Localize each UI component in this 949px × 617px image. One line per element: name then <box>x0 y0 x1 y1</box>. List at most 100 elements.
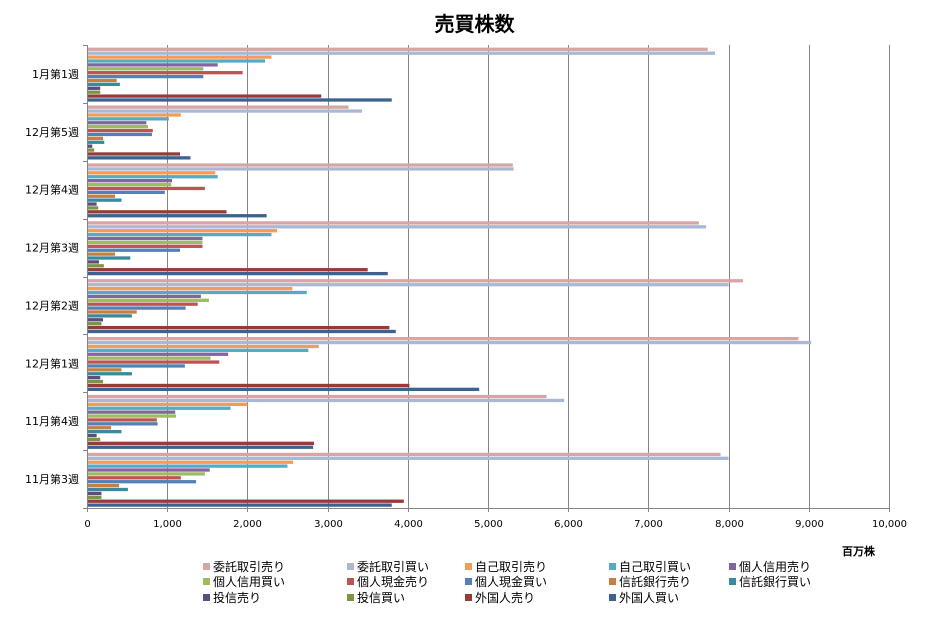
bar <box>87 286 293 291</box>
bar <box>87 236 203 241</box>
bar <box>87 414 177 418</box>
x-axis-unit-label: 百万株 <box>842 545 875 558</box>
bar <box>87 472 205 476</box>
category-label: 11月第4週 <box>25 414 79 428</box>
bar <box>87 47 708 51</box>
legend-label: 自己取引売り <box>475 560 548 574</box>
bar <box>87 368 122 372</box>
bar <box>87 71 243 75</box>
legend-item: 個人信用買い <box>203 573 285 590</box>
bar <box>87 190 165 194</box>
bar <box>87 59 266 63</box>
bar <box>87 340 812 345</box>
bar <box>87 225 707 229</box>
bar <box>87 210 227 214</box>
bar <box>87 460 294 464</box>
bar <box>87 329 396 334</box>
legend-item: 自己取引売り <box>465 558 547 575</box>
bar <box>87 283 729 287</box>
legend-swatch <box>347 594 354 601</box>
x-tick-label: 0 <box>84 519 90 530</box>
bar <box>87 398 565 403</box>
bar <box>87 132 152 137</box>
bar <box>87 402 248 406</box>
bar <box>87 252 116 256</box>
x-tick-label: 1,000 <box>153 519 182 530</box>
bar <box>87 310 137 314</box>
bar <box>87 109 363 113</box>
legend-swatch <box>347 578 354 585</box>
legend-swatch <box>203 594 210 601</box>
bar <box>87 483 120 488</box>
legend-label: 外国人買い <box>619 591 680 605</box>
legend-label: 外国人売り <box>475 591 536 605</box>
bar <box>87 429 122 434</box>
bar <box>87 322 102 326</box>
bar <box>87 98 392 102</box>
bar <box>87 372 132 376</box>
category-label: 12月第2週 <box>25 298 79 312</box>
legend-label: 信託銀行売り <box>619 575 692 589</box>
bar <box>87 232 272 237</box>
bar <box>87 264 104 268</box>
bar <box>87 418 157 422</box>
bar <box>87 144 93 148</box>
bar <box>87 279 744 283</box>
bar <box>87 229 278 233</box>
x-tick-label: 9,000 <box>795 519 824 530</box>
bar <box>87 186 205 191</box>
legend-item: 自己取引買い <box>609 558 691 575</box>
x-tick-label: 6,000 <box>554 519 583 530</box>
bar <box>87 156 191 160</box>
bar <box>87 476 181 480</box>
bar <box>87 182 172 187</box>
legend-swatch <box>729 563 736 570</box>
bar <box>87 244 203 248</box>
legend-item: 外国人買い <box>609 589 679 606</box>
legend-swatch <box>203 563 210 570</box>
x-tick-label: 8,000 <box>715 519 744 530</box>
category-label: 11月第3週 <box>25 472 79 486</box>
bar <box>87 74 204 79</box>
bar <box>87 379 104 384</box>
legend-swatch <box>203 578 210 585</box>
bar <box>87 480 197 484</box>
legend-item: 信託銀行売り <box>609 573 691 590</box>
x-tick-label: 2,000 <box>233 519 262 530</box>
bar <box>87 426 112 430</box>
legend-label: 信託銀行買い <box>739 575 812 589</box>
legend-label: 個人信用買い <box>213 575 286 589</box>
category-label: 12月第1週 <box>25 356 79 370</box>
bar <box>87 387 480 392</box>
bar <box>87 352 229 356</box>
bar <box>87 148 95 152</box>
legend-item: 投信売り <box>203 589 261 606</box>
bar <box>87 140 105 144</box>
bar <box>87 487 128 492</box>
legend-label: 委託取引買い <box>357 560 430 574</box>
bar <box>87 325 390 330</box>
bar <box>87 445 314 449</box>
bar <box>87 495 102 499</box>
bar <box>87 271 388 276</box>
bar <box>87 364 185 368</box>
legend-label: 投信買い <box>357 591 406 605</box>
bar <box>87 90 101 94</box>
bar <box>87 240 203 245</box>
bar <box>87 422 158 426</box>
bar <box>87 499 404 503</box>
legend-item: 投信買い <box>347 589 405 606</box>
legend-swatch <box>465 563 472 570</box>
legend-item: 個人現金売り <box>347 573 429 590</box>
bar <box>87 63 218 67</box>
category-label: 12月第5週 <box>25 125 79 139</box>
legend-swatch <box>729 578 736 585</box>
bar <box>87 113 181 117</box>
bar <box>87 314 132 318</box>
bar <box>87 94 322 98</box>
bar <box>87 491 102 496</box>
category-label: 12月第4週 <box>25 183 79 197</box>
legend-item: 信託銀行買い <box>729 573 811 590</box>
bar <box>87 441 314 445</box>
bar <box>87 121 147 125</box>
